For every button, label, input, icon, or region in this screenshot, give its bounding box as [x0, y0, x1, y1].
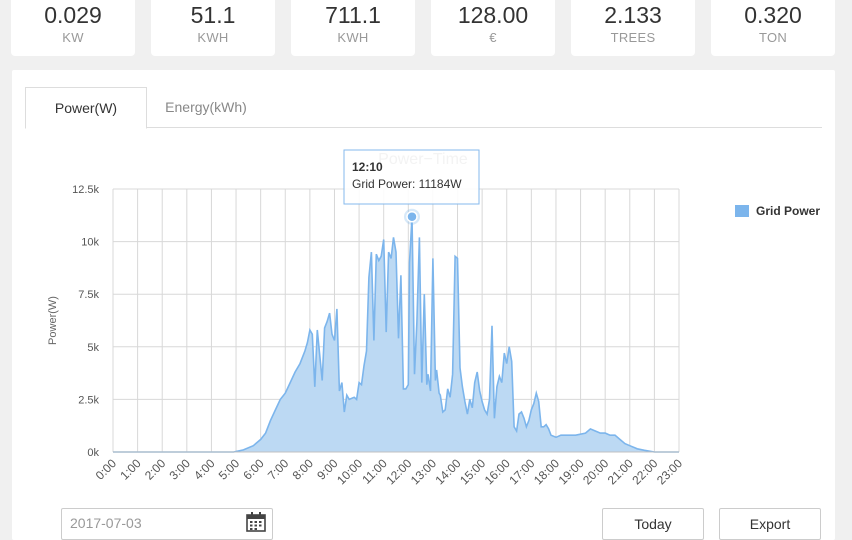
- today-button[interactable]: Today: [602, 508, 704, 540]
- stat-value: 2.133: [604, 2, 662, 28]
- stat-unit: KWH: [337, 30, 369, 45]
- x-tick-label: 12:00: [383, 456, 414, 487]
- x-tick-label: 5:00: [216, 456, 243, 483]
- stat-value: 128.00: [457, 2, 529, 28]
- calendar-icon[interactable]: [246, 512, 266, 537]
- power-time-chart[interactable]: 0k 2.5k 5k 7.5k 10k 12.5k 0:001:002:003:004:00…: [12, 70, 835, 505]
- stat-card-total-energy: 711.1 KWH: [291, 0, 415, 56]
- export-button[interactable]: Export: [719, 508, 821, 540]
- x-tick-label: 17:00: [506, 456, 537, 487]
- x-tick-label: 6:00: [240, 456, 267, 483]
- x-tick-label: 15:00: [457, 456, 488, 487]
- hover-marker: [406, 210, 418, 223]
- x-tick-label: 23:00: [654, 456, 685, 487]
- stat-card-co2: 0.320 TON: [711, 0, 835, 56]
- x-tick-label: 21:00: [605, 456, 636, 487]
- y-tick-label: 0k: [87, 447, 99, 459]
- date-picker[interactable]: 2017-07-03: [61, 508, 273, 540]
- stat-unit: TREES: [610, 30, 656, 45]
- stat-value: 0.320: [744, 2, 802, 28]
- stat-unit: €: [489, 30, 497, 45]
- x-tick-label: 7:00: [265, 456, 292, 483]
- tooltip-box: [343, 149, 480, 205]
- x-tick-label: 22:00: [629, 456, 660, 487]
- y-tick-label: 10k: [81, 237, 99, 249]
- x-tick-label: 3:00: [167, 456, 194, 483]
- y-axis-title: Power(W): [47, 296, 59, 345]
- stat-unit: KWH: [197, 30, 229, 45]
- chart-panel: Power(W) Energy(kWh) 0k 2.5k 5k 7.5k 10k 12.5…: [12, 70, 835, 540]
- stat-value: 711.1: [325, 2, 381, 28]
- x-tick-label: 10:00: [334, 456, 365, 487]
- tab-energy[interactable]: Energy(kWh): [165, 99, 247, 115]
- x-tick-label: 16:00: [482, 456, 513, 487]
- stat-card-daily-energy: 51.1 KWH: [151, 0, 275, 56]
- x-tick-label: 4:00: [191, 456, 218, 483]
- x-tick-label: 13:00: [408, 456, 439, 487]
- tooltip-time: 12:10: [352, 160, 383, 174]
- x-tick-label: 11:00: [359, 456, 390, 487]
- stat-card-revenue: 128.00 €: [431, 0, 555, 56]
- legend-label: Grid Power: [756, 204, 820, 218]
- x-tick-label: 2:00: [142, 456, 169, 483]
- x-tick-label: 0:00: [93, 456, 120, 483]
- series-line-grid-power: [113, 216, 679, 453]
- chart-tabs: Power(W) Energy(kWh): [25, 87, 822, 129]
- stat-value: 0.029: [44, 2, 102, 28]
- stat-value: 51.1: [190, 2, 236, 28]
- x-tick-label: 14:00: [433, 456, 464, 487]
- stat-card-trees: 2.133 TREES: [571, 0, 695, 56]
- stats-bar: 0.029 KW 51.1 KWH 711.1 KWH 128.00 € 2.1…: [0, 0, 852, 56]
- x-tick-label: 19:00: [556, 456, 587, 487]
- y-tick-label: 12.5k: [72, 184, 99, 196]
- legend-swatch: [735, 205, 749, 217]
- stat-unit: KW: [62, 30, 84, 45]
- x-tick-label: 1:00: [117, 456, 144, 483]
- y-tick-label: 5k: [87, 342, 99, 354]
- x-tick-label: 8:00: [290, 456, 317, 483]
- series-area-grid-power: [113, 216, 679, 452]
- x-tick-label: 20:00: [580, 456, 611, 487]
- stat-card-current-power: 0.029 KW: [11, 0, 135, 56]
- x-tick-label: 18:00: [531, 456, 562, 487]
- tooltip-value: Grid Power: 11184W: [352, 177, 462, 191]
- tab-power[interactable]: Power(W): [25, 87, 147, 129]
- stat-unit: TON: [758, 30, 788, 45]
- y-tick-label: 7.5k: [78, 289, 99, 301]
- date-input-value[interactable]: 2017-07-03: [70, 515, 142, 531]
- y-tick-label: 2.5k: [78, 394, 99, 406]
